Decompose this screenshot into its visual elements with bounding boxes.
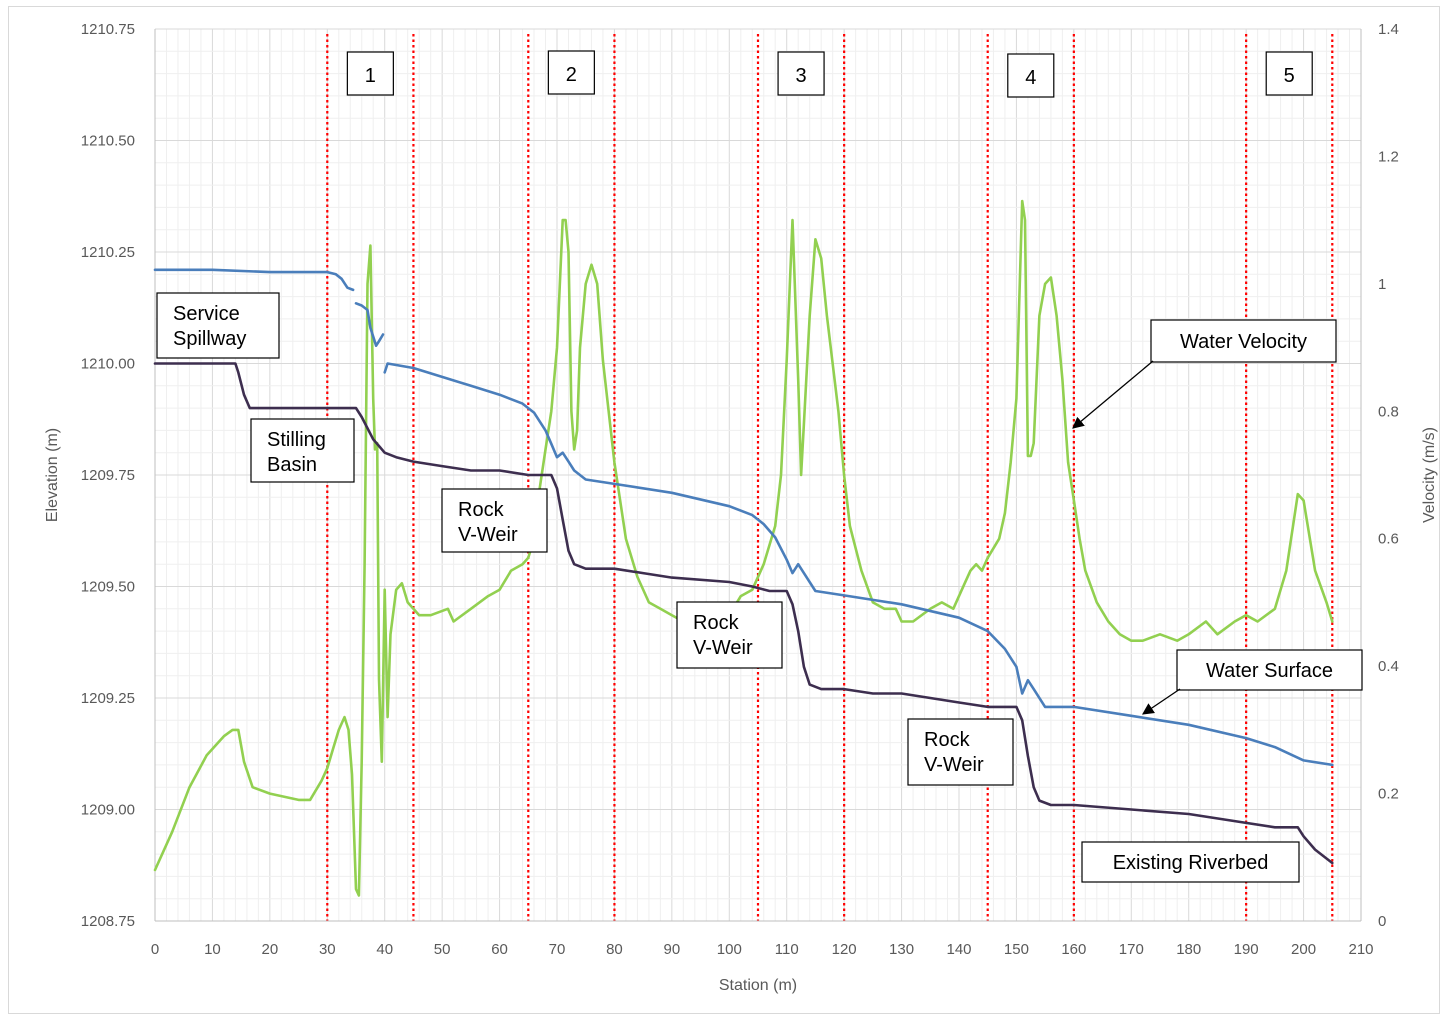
x-tick-label: 20 <box>262 941 279 958</box>
existing-riverbed-label-box <box>1081 841 1300 883</box>
stilling-basin-label-box <box>250 418 355 483</box>
rock-v-weir-label-3-text: Rock <box>924 729 971 751</box>
y-right-tick-label: 1 <box>1378 276 1386 293</box>
rock-v-weir-label-1-text: Rock <box>458 499 505 521</box>
annotations: Service Spillway Stilling Basin Rock V-Weir Ro… <box>156 292 1363 883</box>
x-tick-label: 80 <box>606 941 623 958</box>
x-axis-title: Station (m) <box>719 977 797 994</box>
x-tick-label: 130 <box>889 941 914 958</box>
y-left-tick-label: 1209.75 <box>81 467 135 484</box>
service-spillway-label-text: Service <box>173 303 240 325</box>
x-tick-label: 150 <box>1004 941 1029 958</box>
x-tick-label: 180 <box>1176 941 1201 958</box>
y-left-tick-label: 1209.50 <box>81 579 135 596</box>
section-number-label: 2 <box>566 64 577 86</box>
y-left-axis-title: Elevation (m) <box>44 428 61 522</box>
rock-v-weir-label-2-text: V-Weir <box>693 637 753 659</box>
y-right-tick-label: 1.4 <box>1378 21 1399 38</box>
x-tick-label: 170 <box>1119 941 1144 958</box>
y-left-tick-label: 1210.00 <box>81 356 135 373</box>
x-tick-label: 160 <box>1061 941 1086 958</box>
water-velocity-arrow <box>1072 360 1154 429</box>
section-dividers: 1 2 3 4 5 <box>326 34 1334 921</box>
series-lines <box>153 199 1334 897</box>
axes: 0 10 20 30 40 50 60 70 80 90 100 110 120 130 140 150 160… <box>44 21 1438 994</box>
x-tick-label: 100 <box>717 941 742 958</box>
section-number-label: 1 <box>365 65 376 87</box>
section-number-box <box>1265 51 1313 96</box>
rock-v-weir-label-1-box <box>441 488 548 553</box>
y-right-tick-label: 0 <box>1378 913 1386 930</box>
x-tick-label: 0 <box>151 941 159 958</box>
x-tick-label: 110 <box>775 941 799 958</box>
section-number-label: 5 <box>1284 65 1295 87</box>
section-number-label: 3 <box>796 65 807 87</box>
section-number-box <box>777 51 825 96</box>
y-right-tick-label: 1.2 <box>1378 148 1399 165</box>
section-number-box <box>547 50 595 95</box>
existing-riverbed-line <box>153 362 1334 865</box>
y-right-axis-title: Velocity (m/s) <box>1421 427 1438 523</box>
rock-v-weir-label-3-text: V-Weir <box>924 754 984 776</box>
x-tick-label: 140 <box>946 941 971 958</box>
y-left-tick-label: 1210.75 <box>81 21 135 38</box>
stilling-basin-label-text: Basin <box>267 454 317 476</box>
water-surface-line <box>153 268 355 292</box>
y-left-tick-label: 1210.25 <box>81 244 135 261</box>
y-right-tick-label: 0.6 <box>1378 531 1399 548</box>
existing-riverbed-label-text: Existing Riverbed <box>1113 852 1269 874</box>
section-number-box <box>1007 53 1055 98</box>
y-right-tick-label: 0.2 <box>1378 786 1399 803</box>
rock-v-weir-label-2-text: Rock <box>693 612 740 634</box>
y-left-tick-label: 1209.00 <box>81 802 135 819</box>
x-tick-label: 120 <box>832 941 857 958</box>
section-number-box <box>346 51 394 96</box>
x-tick-label: 70 <box>549 941 566 958</box>
x-tick-label: 50 <box>434 941 451 958</box>
x-tick-label: 90 <box>664 941 681 958</box>
water-surface-line <box>383 362 1334 767</box>
water-velocity-line <box>153 199 1334 897</box>
water-velocity-label-text: Water Velocity <box>1180 331 1307 353</box>
y-left-tick-label: 1209.25 <box>81 690 135 707</box>
service-spillway-label-box <box>156 292 280 359</box>
service-spillway-label-text: Spillway <box>173 328 246 350</box>
stilling-basin-label-text: Stilling <box>267 429 326 451</box>
x-tick-label: 210 <box>1348 941 1373 958</box>
x-tick-label: 200 <box>1291 941 1316 958</box>
rock-v-weir-label-1-text: V-Weir <box>458 524 518 546</box>
water-surface-arrow <box>1142 688 1181 715</box>
water-surface-label-text: Water Surface <box>1206 660 1333 682</box>
water-surface-label-box <box>1176 649 1363 691</box>
rock-v-weir-label-2-box <box>676 601 783 669</box>
y-left-tick-label: 1210.50 <box>81 133 135 150</box>
y-right-tick-label: 0.4 <box>1378 658 1399 675</box>
x-tick-label: 30 <box>319 941 336 958</box>
x-tick-label: 10 <box>204 941 221 958</box>
x-tick-label: 190 <box>1234 941 1259 958</box>
x-tick-label: 60 <box>491 941 508 958</box>
y-right-tick-label: 0.8 <box>1378 403 1399 420</box>
y-left-tick-label: 1208.75 <box>81 913 135 930</box>
water-velocity-label-box <box>1150 319 1337 363</box>
section-number-label: 4 <box>1025 67 1036 89</box>
rock-v-weir-label-3-box <box>907 718 1014 786</box>
x-tick-label: 40 <box>376 941 393 958</box>
water-surface-line <box>354 302 385 347</box>
